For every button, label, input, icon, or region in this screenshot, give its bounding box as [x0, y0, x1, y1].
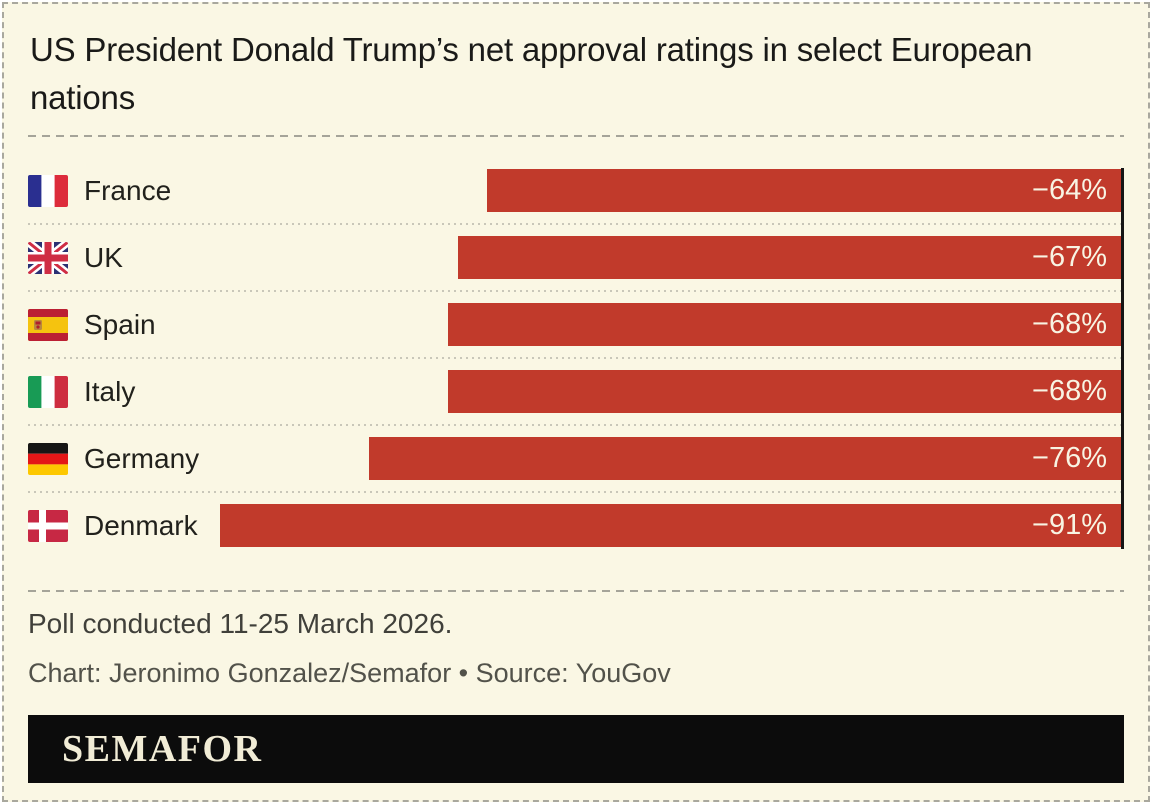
chart-title: US President Donald Trump’s net approval…	[30, 31, 1033, 116]
bar-chart: France −64% UK −67% Spain −68% Italy −68…	[28, 157, 1124, 559]
country-label: Italy	[84, 375, 136, 407]
denmark-flag-icon	[28, 509, 68, 542]
country-row: Germany −76%	[28, 425, 1124, 493]
italy-flag-icon	[28, 375, 68, 408]
country-label: France	[84, 174, 172, 206]
approval-bar: −68%	[447, 370, 1121, 413]
approval-bar: −76%	[368, 437, 1121, 480]
country-label: UK	[84, 241, 123, 273]
bar-value-label: −91%	[1032, 509, 1107, 541]
country-row: Italy −68%	[28, 358, 1124, 426]
uk-flag-icon	[28, 241, 68, 274]
title-divider	[28, 135, 1124, 137]
france-flag-icon	[28, 174, 68, 207]
footer-divider	[28, 590, 1124, 592]
bar-value-label: −67%	[1032, 241, 1107, 273]
country-label: Denmark	[84, 509, 198, 541]
chart-credit: Chart: Jeronimo Gonzalez/Semafor • Sourc…	[28, 658, 671, 688]
country-row: France −64%	[28, 157, 1124, 225]
country-row: UK −67%	[28, 224, 1124, 292]
bar-value-label: −68%	[1032, 308, 1107, 340]
bar-value-label: −64%	[1032, 174, 1107, 206]
zero-axis-line	[1121, 168, 1124, 549]
country-label: Germany	[84, 442, 200, 474]
bar-value-label: −76%	[1032, 442, 1107, 474]
approval-bar: −64%	[487, 169, 1121, 212]
bar-value-label: −68%	[1032, 375, 1107, 407]
poll-note: Poll conducted 11-25 March 2026.	[28, 608, 453, 639]
germany-flag-icon	[28, 442, 68, 475]
approval-bar: −67%	[457, 236, 1121, 279]
semafor-logo-bar: SEMAFOR	[28, 715, 1124, 783]
country-row: Denmark −91%	[28, 492, 1124, 559]
semafor-wordmark: SEMAFOR	[62, 728, 263, 770]
spain-flag-icon	[28, 308, 68, 341]
approval-bar: −91%	[220, 504, 1121, 547]
approval-bar: −68%	[447, 303, 1121, 346]
country-row: Spain −68%	[28, 291, 1124, 359]
country-label: Spain	[84, 308, 156, 340]
